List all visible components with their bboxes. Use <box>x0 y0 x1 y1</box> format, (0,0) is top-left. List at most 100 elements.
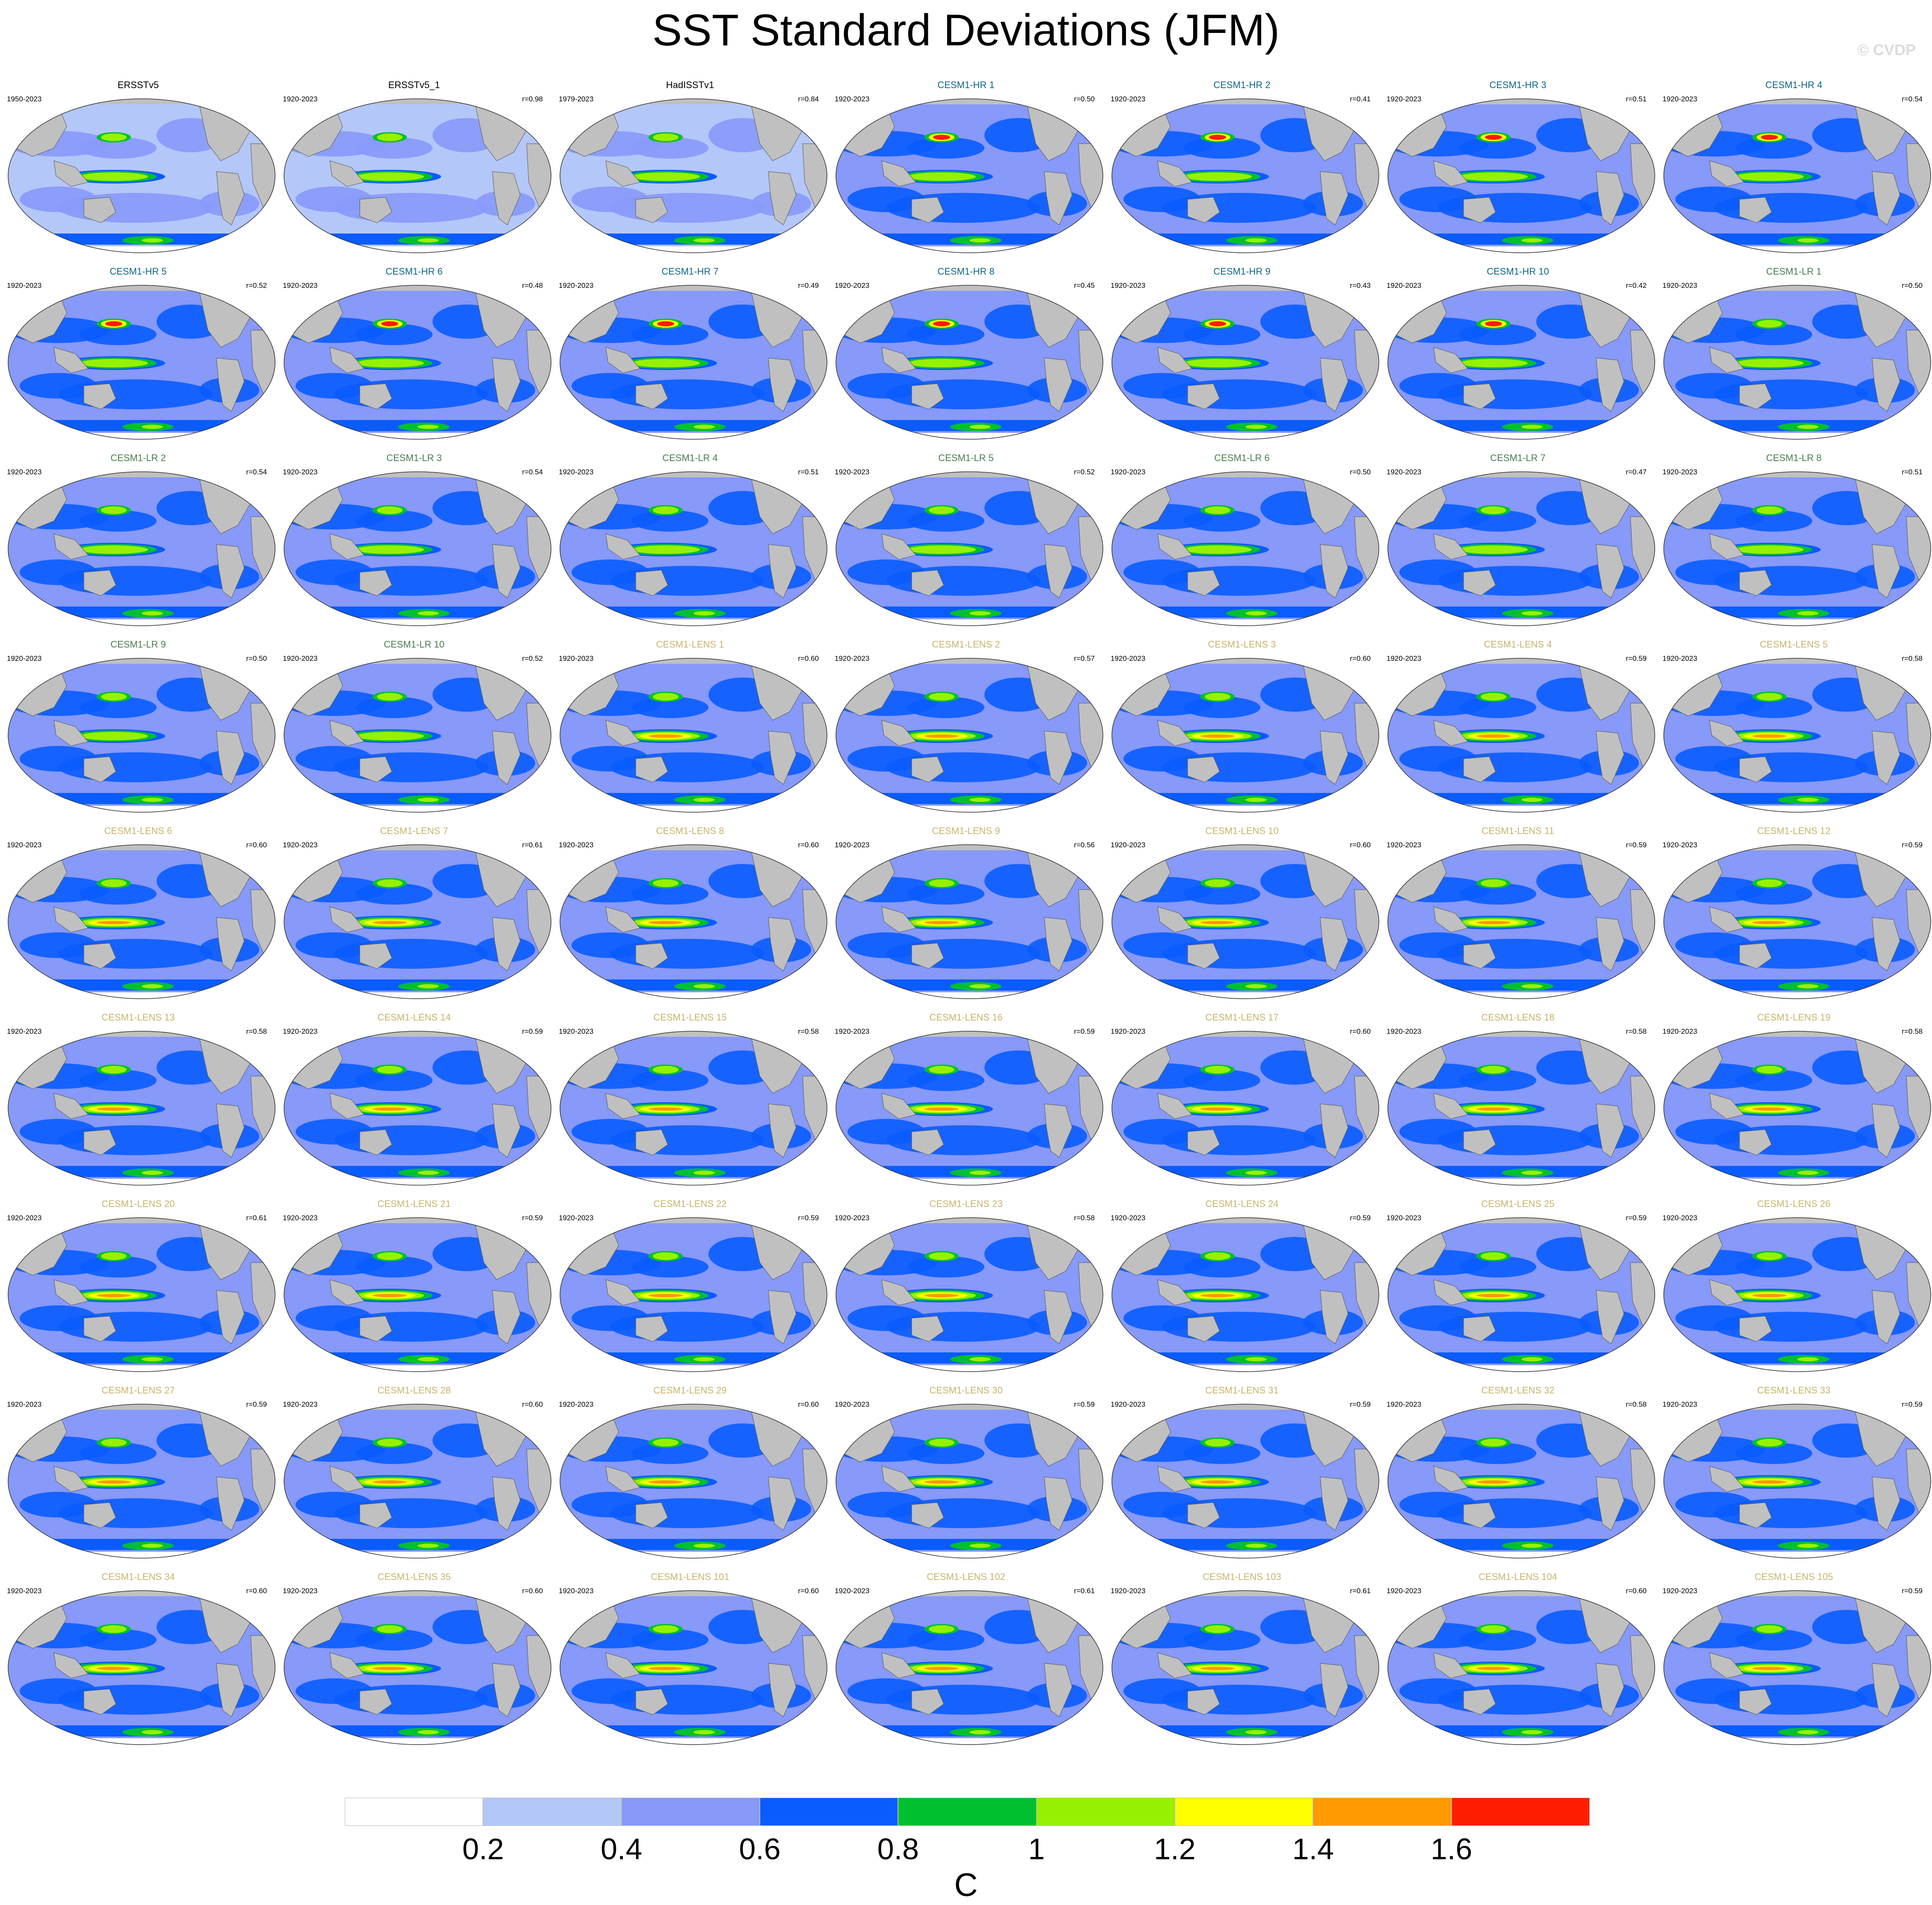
panel-title: CESM1-LENS 105 <box>1754 1571 1833 1582</box>
panel-years: 1920-2023 <box>835 654 870 663</box>
panel-years: 1920-2023 <box>7 1400 42 1408</box>
panel-correlation: r=0.60 <box>798 1400 819 1408</box>
map-panel: ERSSTv5 1950-2023 <box>0 80 276 259</box>
panel-years: 1920-2023 <box>7 468 42 476</box>
panel-correlation: r=0.59 <box>522 1027 543 1035</box>
map-panel: CESM1-LENS 3 1920-2023 r=0.60 <box>1104 639 1380 819</box>
sst-map <box>1662 97 1932 255</box>
panel-correlation: r=0.43 <box>1350 281 1371 290</box>
sst-map <box>835 1029 1104 1187</box>
sst-map <box>559 1216 828 1374</box>
panel-correlation: r=0.61 <box>246 1214 267 1222</box>
panel-years: 1920-2023 <box>1387 281 1422 290</box>
sst-map <box>7 843 276 1001</box>
panel-years: 1920-2023 <box>559 1587 594 1595</box>
map-panel: CESM1-LENS 11 1920-2023 r=0.59 <box>1380 825 1656 1005</box>
map-panel: HadISSTv1 1979-2023 r=0.84 <box>552 80 828 259</box>
map-panel: CESM1-LENS 10 1920-2023 r=0.60 <box>1104 825 1380 1005</box>
panel-correlation: r=0.50 <box>1074 95 1095 103</box>
panel-correlation: r=0.58 <box>246 1027 267 1035</box>
panel-correlation: r=0.60 <box>522 1587 543 1595</box>
map-panel: CESM1-LR 7 1920-2023 r=0.47 <box>1380 453 1656 632</box>
panel-years: 1920-2023 <box>559 1214 594 1222</box>
panel-correlation: r=0.52 <box>246 281 267 290</box>
map-panel: CESM1-LENS 31 1920-2023 r=0.59 <box>1104 1385 1380 1565</box>
map-panel: CESM1-HR 2 1920-2023 r=0.41 <box>1104 80 1380 259</box>
sst-map <box>1387 1216 1656 1374</box>
map-panel: CESM1-LR 3 1920-2023 r=0.54 <box>276 453 552 632</box>
panel-title: CESM1-LENS 29 <box>653 1385 727 1396</box>
panel-title: CESM1-LENS 17 <box>1205 1012 1279 1023</box>
map-panel: CESM1-LENS 103 1920-2023 r=0.61 <box>1104 1571 1380 1751</box>
panel-years: 1920-2023 <box>1662 1587 1698 1595</box>
panel-years: 1920-2023 <box>835 1400 870 1408</box>
panel-correlation: r=0.50 <box>1350 468 1371 476</box>
map-panel: CESM1-LENS 102 1920-2023 r=0.61 <box>828 1571 1104 1751</box>
panel-correlation: r=0.60 <box>1350 1027 1371 1035</box>
map-panel: CESM1-LENS 28 1920-2023 r=0.60 <box>276 1385 552 1565</box>
sst-map <box>559 470 828 628</box>
map-panel: CESM1-LR 5 1920-2023 r=0.52 <box>828 453 1104 632</box>
panel-title: CESM1-LENS 18 <box>1481 1012 1555 1023</box>
panel-title: CESM1-LENS 26 <box>1757 1198 1831 1209</box>
sst-map <box>559 1402 828 1560</box>
panel-years: 1920-2023 <box>1111 1587 1146 1595</box>
colorbar-swatch <box>483 1798 622 1826</box>
colorbar-swatch <box>1175 1798 1313 1826</box>
panel-years: 1920-2023 <box>1111 654 1146 663</box>
panel-title: CESM1-HR 8 <box>937 266 995 277</box>
panel-title: CESM1-HR 1 <box>937 80 995 90</box>
map-panel: CESM1-LENS 35 1920-2023 r=0.60 <box>276 1571 552 1751</box>
sst-map <box>835 283 1104 441</box>
panel-years: 1920-2023 <box>559 1027 594 1035</box>
panel-title: CESM1-LENS 22 <box>653 1198 727 1209</box>
sst-map <box>1111 1216 1380 1374</box>
panel-years: 1920-2023 <box>559 281 594 290</box>
map-panel: CESM1-HR 6 1920-2023 r=0.48 <box>276 266 552 446</box>
panel-correlation: r=0.45 <box>1074 281 1095 290</box>
panel-years: 1920-2023 <box>1662 95 1698 103</box>
panel-title: CESM1-HR 5 <box>110 266 167 277</box>
panel-correlation: r=0.60 <box>1350 654 1371 663</box>
sst-map <box>1111 1029 1380 1187</box>
panel-correlation: r=0.47 <box>1626 468 1647 476</box>
sst-map <box>7 470 276 628</box>
map-panel: CESM1-LENS 105 1920-2023 r=0.59 <box>1656 1571 1932 1751</box>
map-panel: CESM1-LENS 33 1920-2023 r=0.59 <box>1656 1385 1932 1565</box>
panel-years: 1920-2023 <box>1662 281 1698 290</box>
panel-years: 1920-2023 <box>1387 1214 1422 1222</box>
panel-correlation: r=0.61 <box>522 841 543 849</box>
map-panel: CESM1-LR 1 1920-2023 r=0.50 <box>1656 266 1932 446</box>
panel-years: 1920-2023 <box>1111 468 1146 476</box>
panel-years: 1920-2023 <box>7 1027 42 1035</box>
sst-map <box>7 283 276 441</box>
panel-correlation: r=0.84 <box>798 95 819 103</box>
sst-map <box>1662 1216 1932 1374</box>
sst-map <box>283 1029 552 1187</box>
panel-title: CESM1-LENS 28 <box>377 1385 451 1396</box>
panel-years: 1920-2023 <box>283 841 318 849</box>
panel-correlation: r=0.60 <box>246 841 267 849</box>
panel-title: CESM1-LENS 1 <box>656 639 724 650</box>
map-panel: CESM1-LENS 22 1920-2023 r=0.59 <box>552 1198 828 1378</box>
panel-title: CESM1-LENS 32 <box>1481 1385 1555 1396</box>
map-panel: CESM1-LENS 2 1920-2023 r=0.57 <box>828 639 1104 819</box>
panel-years: 1920-2023 <box>1387 1027 1422 1035</box>
map-panel: CESM1-HR 8 1920-2023 r=0.45 <box>828 266 1104 446</box>
colorbar <box>345 1798 1590 1828</box>
sst-map <box>283 656 552 814</box>
sst-map <box>835 843 1104 1001</box>
panel-years: 1920-2023 <box>1387 95 1422 103</box>
sst-map <box>1111 1402 1380 1560</box>
panel-years: 1920-2023 <box>1662 841 1698 849</box>
panel-years: 1920-2023 <box>1662 468 1698 476</box>
map-panel: CESM1-LENS 23 1920-2023 r=0.58 <box>828 1198 1104 1378</box>
map-panel: CESM1-LENS 104 1920-2023 r=0.60 <box>1380 1571 1656 1751</box>
sst-map <box>835 1402 1104 1560</box>
panel-title: CESM1-LR 10 <box>384 639 444 650</box>
sst-map <box>1662 656 1932 814</box>
colorbar-swatch <box>1313 1798 1452 1826</box>
panel-title: CESM1-LR 8 <box>1766 453 1822 463</box>
panel-correlation: r=0.59 <box>1074 1400 1095 1408</box>
sst-map <box>283 97 552 255</box>
